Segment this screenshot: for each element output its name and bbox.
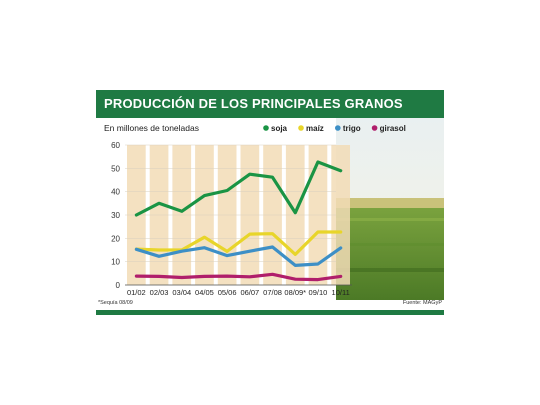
x-tick-label: 06/07 bbox=[240, 288, 259, 297]
chart-canvas: 0 10 20 30 40 50 60 01/02 02/03 03/04 04/05 05/06 06… bbox=[104, 118, 444, 300]
chart-title: PRODUCCIÓN DE LOS PRINCIPALES GRANOS bbox=[104, 96, 403, 111]
y-tick-label: 0 bbox=[116, 281, 121, 290]
footnote: *Sequía 08/09 bbox=[98, 300, 133, 306]
legend-marker bbox=[335, 125, 341, 131]
x-tick-label: 01/02 bbox=[127, 288, 146, 297]
series-line-girasol bbox=[134, 272, 343, 282]
legend-label: maíz bbox=[306, 124, 324, 133]
x-tick-label: 09/10 bbox=[309, 288, 328, 297]
chart-card: PRODUCCIÓN DE LOS PRINCIPALES GRANOS 0 10… bbox=[96, 90, 444, 315]
series-line-trigo bbox=[134, 245, 343, 267]
x-tick-label: 03/04 bbox=[172, 288, 191, 297]
series-line-maz bbox=[134, 230, 343, 256]
x-tick-label: 05/06 bbox=[218, 288, 237, 297]
x-tick-label: 07/08 bbox=[263, 288, 282, 297]
chart-subtitle: En millones de toneladas bbox=[104, 123, 199, 133]
y-tick-label: 30 bbox=[111, 211, 120, 220]
legend-marker bbox=[298, 125, 304, 131]
y-tick-label: 10 bbox=[111, 258, 120, 267]
x-tick-label: 10/11 bbox=[332, 288, 350, 297]
x-tick-label: 04/05 bbox=[195, 288, 214, 297]
y-tick-label: 60 bbox=[111, 141, 120, 150]
legend-marker bbox=[371, 125, 378, 131]
field-photo bbox=[336, 118, 444, 300]
y-tick-label: 20 bbox=[111, 234, 120, 243]
legend-label: trigo bbox=[343, 124, 361, 133]
title-bar: PRODUCCIÓN DE LOS PRINCIPALES GRANOS bbox=[96, 90, 444, 118]
legend-label: soja bbox=[271, 124, 288, 133]
x-tick-label: 02/03 bbox=[150, 288, 169, 297]
legend-marker bbox=[263, 125, 269, 131]
bottom-bar bbox=[96, 310, 444, 315]
x-tick-label: 08/09* bbox=[284, 288, 306, 297]
y-tick-label: 40 bbox=[111, 188, 120, 197]
series-line-soja bbox=[134, 160, 343, 217]
legend-label: girasol bbox=[380, 124, 406, 133]
y-tick-label: 50 bbox=[111, 164, 120, 173]
source-note: Fuente: MAGyP bbox=[402, 300, 442, 306]
